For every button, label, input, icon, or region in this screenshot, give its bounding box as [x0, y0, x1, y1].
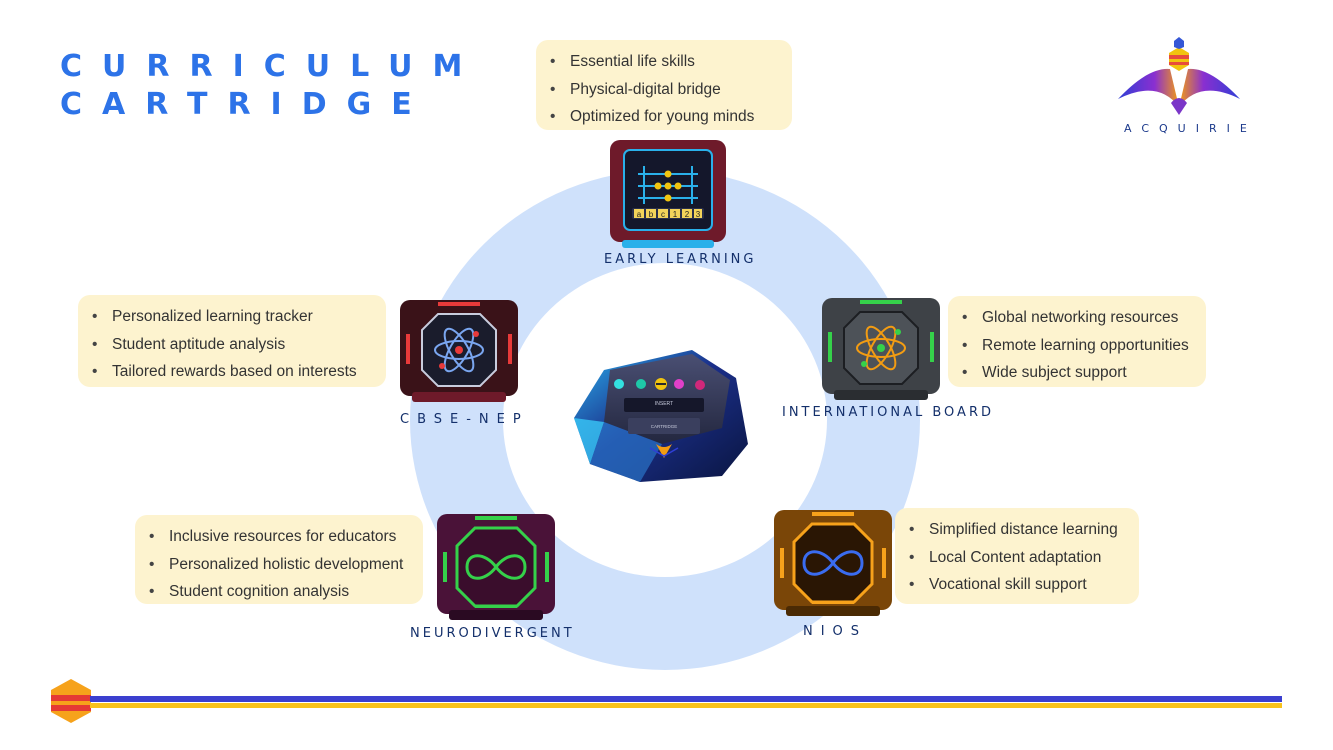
feature-item: Personalized learning tracker — [90, 303, 374, 331]
feature-item: Student aptitude analysis — [90, 331, 374, 359]
cbse-nep-features-card: Personalized learning tracker Student ap… — [78, 295, 386, 387]
cbse-nep-cartridge-icon — [400, 300, 518, 402]
feature-item: Vocational skill support — [907, 571, 1127, 599]
feature-item: Simplified distance learning — [907, 516, 1127, 544]
footer-hexagon-icon — [51, 679, 91, 723]
feature-item: Local Content adaptation — [907, 544, 1127, 572]
hub-slot-label: INSERT — [655, 401, 673, 407]
title-line-2: CARTRIDGE — [60, 87, 432, 122]
feature-item: Physical-digital bridge — [548, 76, 780, 104]
abacus-key-a: a — [637, 210, 642, 219]
hub-slot-sublabel: CARTRIDGE — [651, 424, 677, 429]
feature-item: Essential life skills — [548, 48, 780, 76]
neurodivergent-label: NEURODIVERGENT — [410, 626, 575, 641]
abacus-key-1: 1 — [673, 210, 678, 219]
hub-device-icon: INSERT CARTRIDGE — [574, 350, 748, 482]
early-learning-cartridge-icon: a b c 1 2 3 — [610, 140, 726, 248]
nios-features-card: Simplified distance learning Local Conte… — [895, 508, 1139, 604]
feature-item: Inclusive resources for educators — [147, 523, 411, 551]
acquirie-logo-icon — [1118, 37, 1240, 115]
feature-item: Wide subject support — [960, 359, 1194, 387]
cbse-nep-label: CBSE-NEP — [400, 412, 529, 427]
feature-item: Tailored rewards based on interests — [90, 358, 374, 386]
early-learning-features-card: Essential life skills Physical-digital b… — [536, 40, 792, 130]
title-line-1: CURRICULUM — [60, 49, 483, 84]
feature-item: Personalized holistic development — [147, 551, 411, 579]
footer-bar-yellow — [90, 703, 1282, 708]
international-board-cartridge-icon — [822, 298, 940, 400]
feature-item: Remote learning opportunities — [960, 332, 1194, 360]
nios-cartridge-icon — [774, 510, 892, 616]
abacus-key-2: 2 — [685, 210, 690, 219]
nios-label: NIOS — [803, 624, 868, 639]
feature-item: Global networking resources — [960, 304, 1194, 332]
page-title: CURRICULUM CARTRIDGE — [60, 48, 482, 124]
footer-bar-blue — [90, 696, 1282, 702]
neurodivergent-cartridge-icon — [437, 514, 555, 620]
international-board-features-card: Global networking resources Remote learn… — [948, 296, 1206, 387]
international-board-label: INTERNATIONAL BOARD — [782, 405, 994, 420]
abacus-key-b: b — [649, 210, 654, 219]
abacus-key-c: c — [661, 210, 665, 219]
abacus-key-3: 3 — [696, 210, 701, 219]
neurodivergent-features-card: Inclusive resources for educators Person… — [135, 515, 423, 604]
logo-text: ACQUIRIE — [1124, 122, 1257, 135]
feature-item: Student cognition analysis — [147, 578, 411, 606]
early-learning-label: EARLY LEARNING — [604, 252, 757, 267]
feature-item: Optimized for young minds — [548, 103, 780, 131]
